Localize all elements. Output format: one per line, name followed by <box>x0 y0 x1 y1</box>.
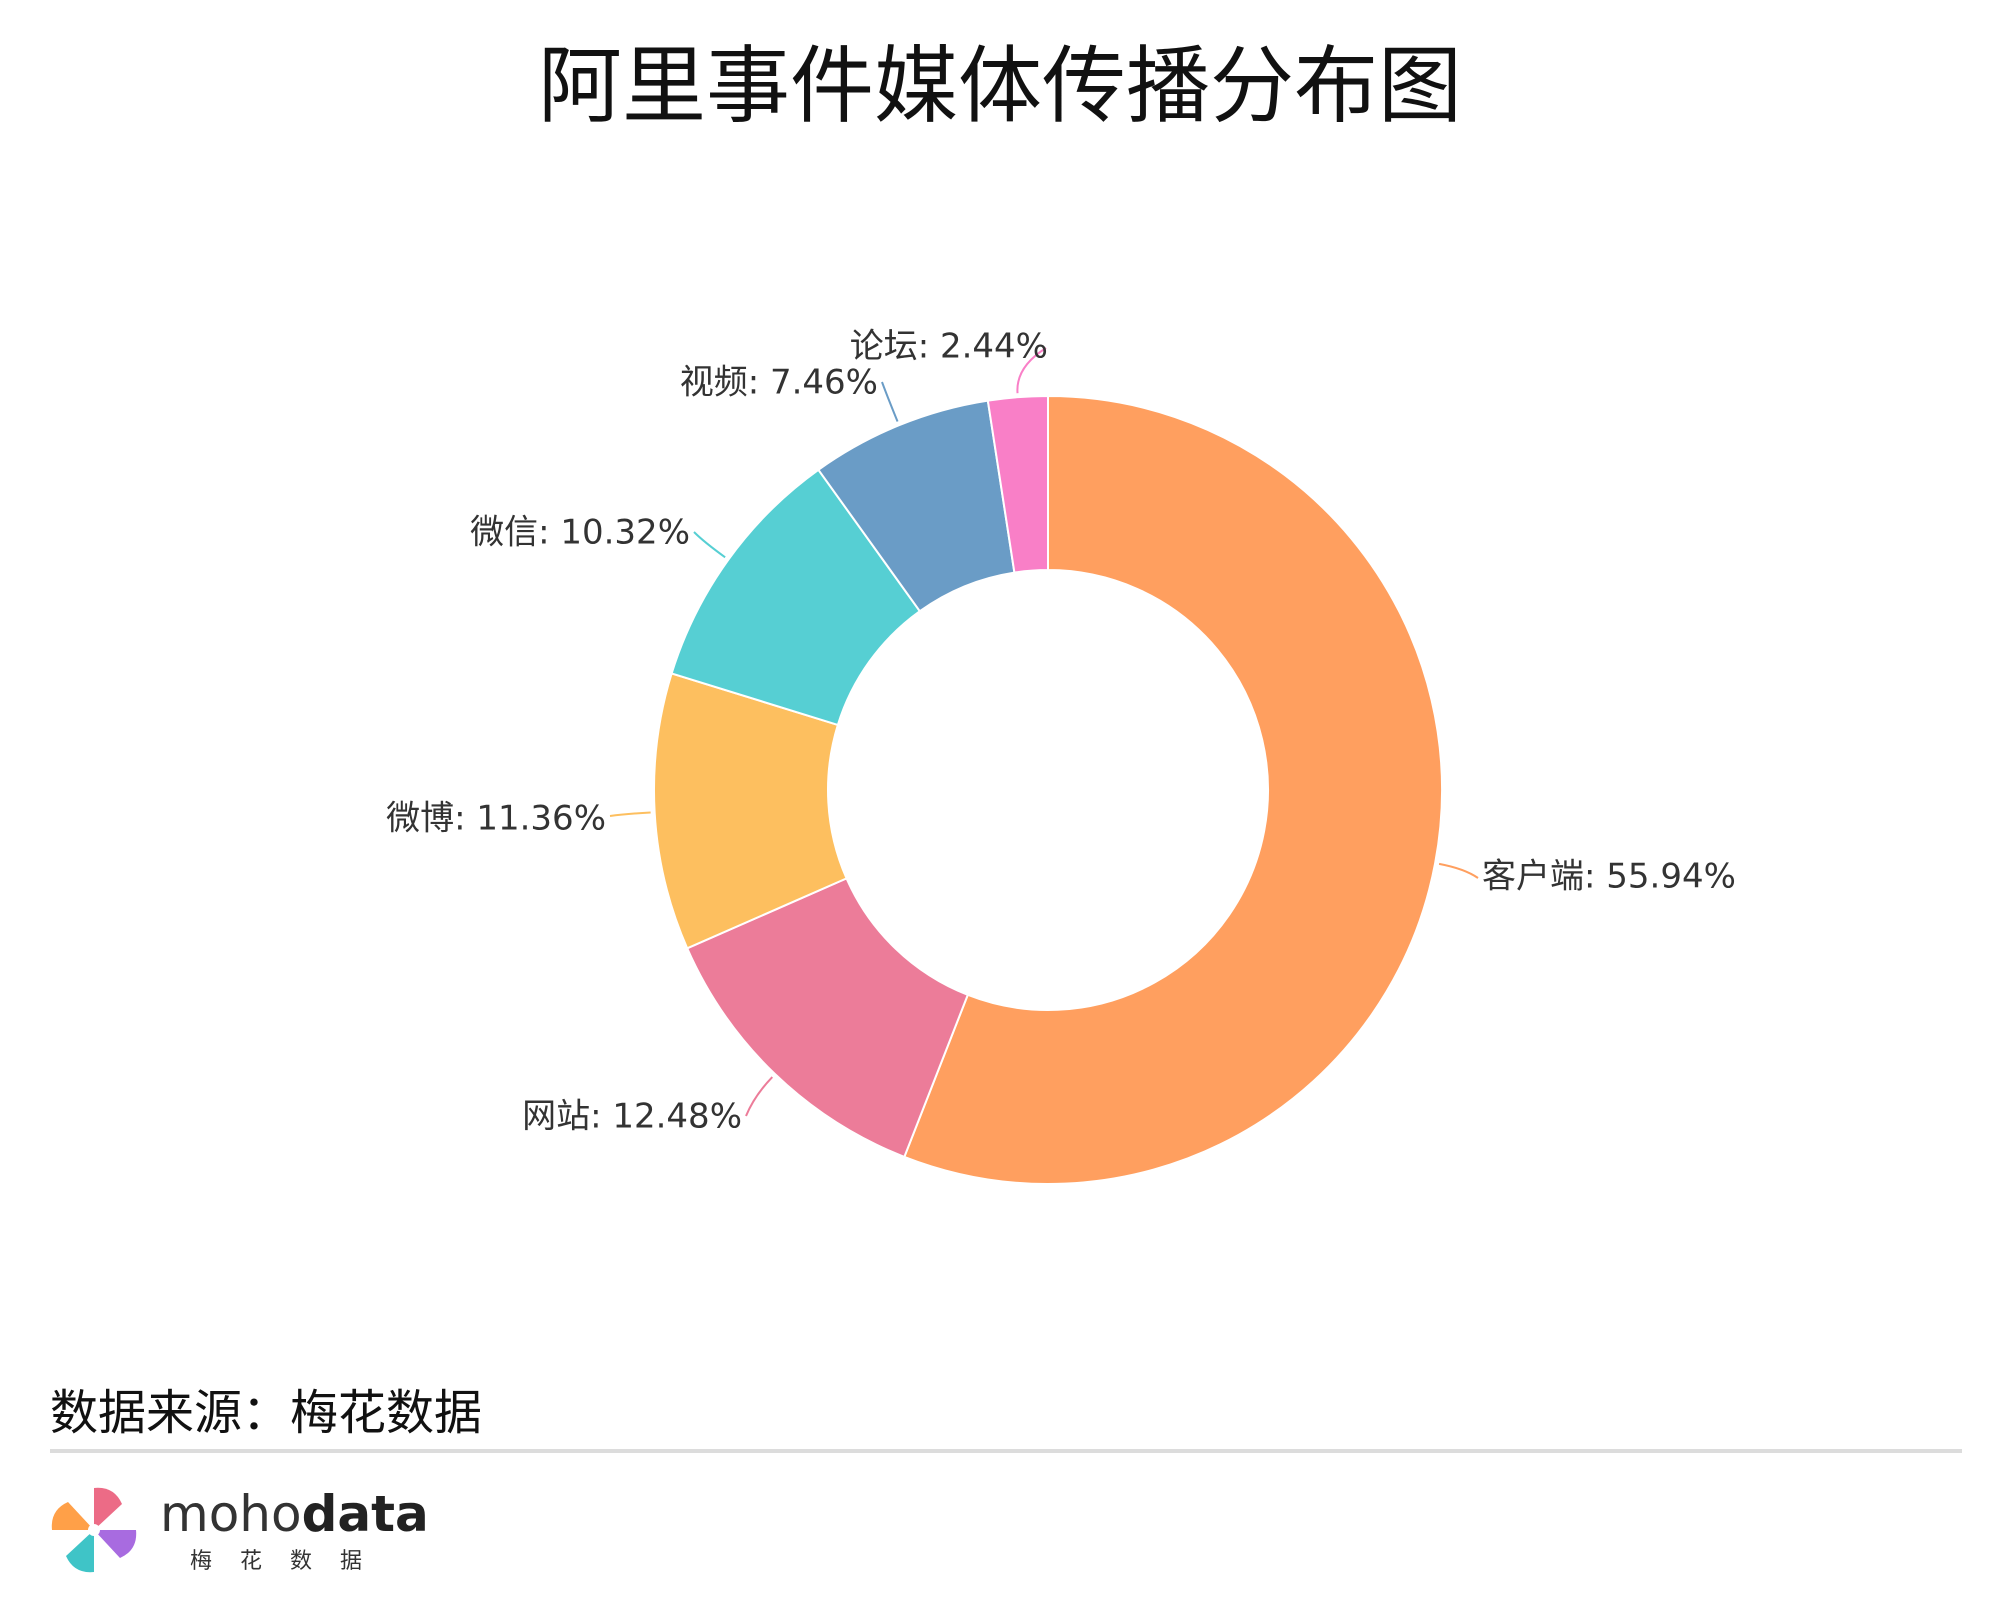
slice-label-1: 网站: 12.48% <box>522 1097 742 1137</box>
donut-chart: 客户端: 55.94% 网站: 12.48% 微博: 11.36% 微信: 10.32… <box>386 327 1736 1185</box>
slices-layer <box>653 394 1443 1185</box>
leader-line-4 <box>881 381 899 422</box>
logo-wordmark: mohodata <box>160 1484 429 1544</box>
data-source-note: 数据来源：梅花数据 <box>50 1385 483 1441</box>
leader-line-0 <box>1438 862 1479 879</box>
slice-label-0: 客户端: 55.94% <box>1482 857 1736 897</box>
leader-line-1 <box>745 1076 774 1117</box>
logo-word-bold: data <box>301 1485 429 1543</box>
leader-line-5 <box>1016 347 1047 394</box>
labels-layer: 客户端: 55.94% 网站: 12.48% 微博: 11.36% 微信: 10.32… <box>386 327 1736 1137</box>
leader-lines-layer <box>609 347 1479 1117</box>
logo-subtitle: 梅花数据 <box>190 1549 391 1574</box>
leader-line-3 <box>693 531 726 559</box>
donut-slice-2 <box>653 672 848 950</box>
chart-title: 阿里事件媒体传播分布图 <box>537 37 1462 135</box>
donut-slice-0 <box>903 394 1443 1185</box>
slice-label-3: 微信: 10.32% <box>470 513 690 553</box>
logo-word-light: moho <box>160 1485 302 1543</box>
leader-line-2 <box>609 811 651 817</box>
mohodata-logo: mohodata 梅花数据 <box>44 1480 464 1580</box>
slice-label-5: 论坛: 2.44% <box>850 327 1048 367</box>
donut-slice-5 <box>986 394 1049 574</box>
slice-label-4: 视频: 7.46% <box>680 363 878 403</box>
pinwheel-logo-icon <box>51 1487 137 1573</box>
slice-label-2: 微博: 11.36% <box>386 799 606 839</box>
footer-divider <box>50 1449 1962 1453</box>
donut-slice-1 <box>685 877 970 1159</box>
